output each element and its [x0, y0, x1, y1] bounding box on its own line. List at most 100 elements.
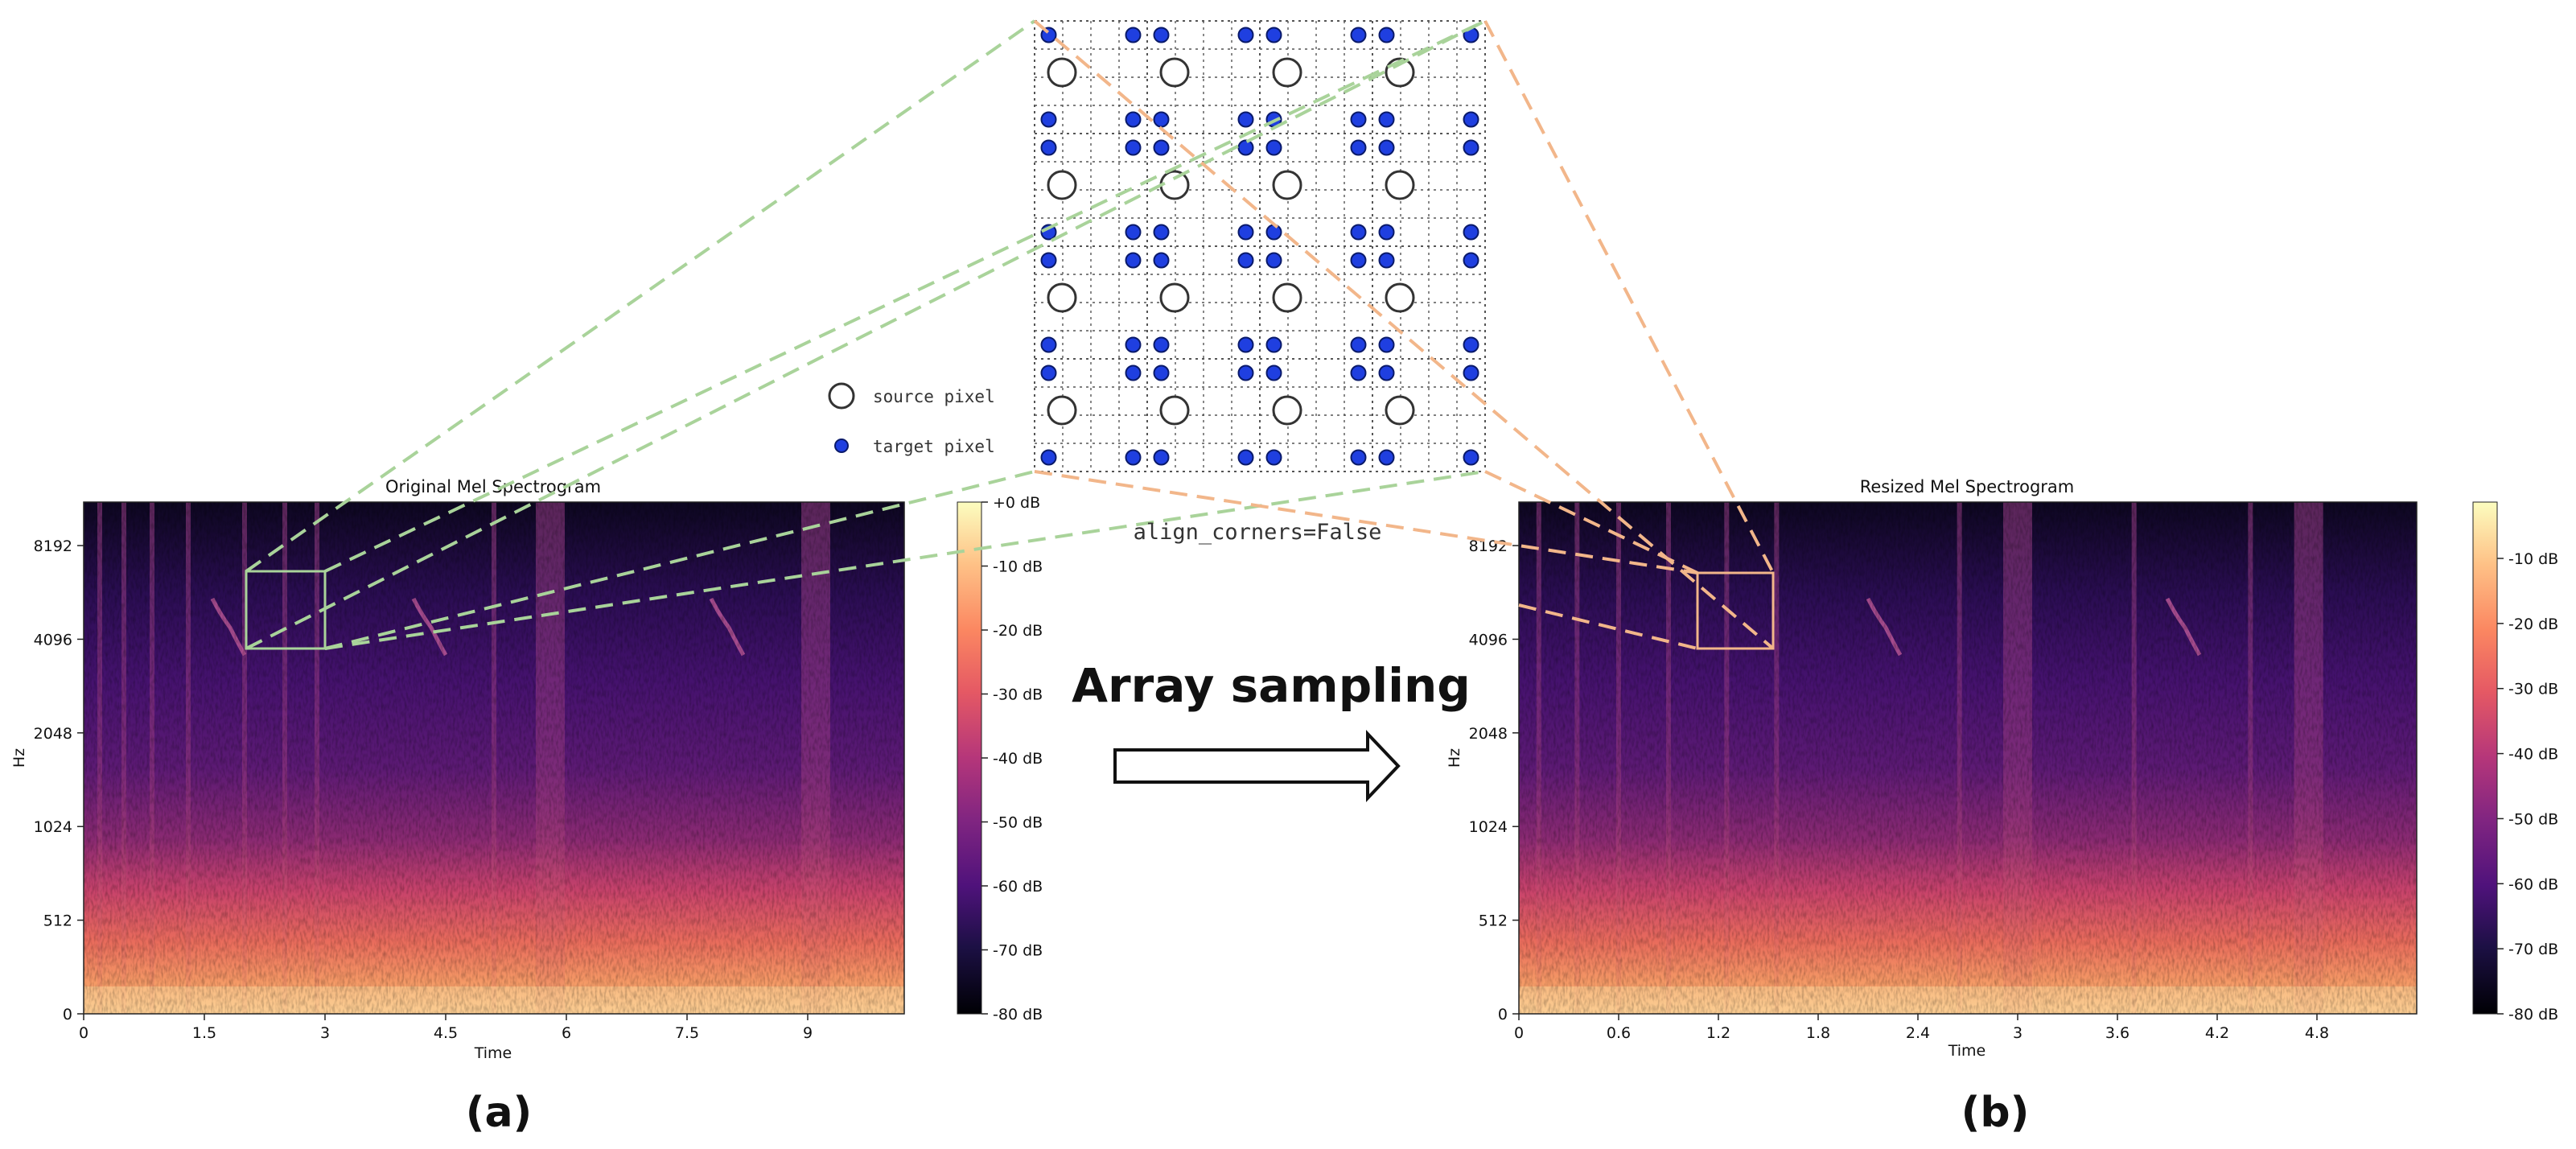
- target-pixel: [1265, 364, 1282, 381]
- target-pixel: [1125, 27, 1142, 43]
- panel-b-spectrogram: [1518, 501, 2418, 1015]
- panel-b-title: Resized Mel Spectrogram: [1860, 477, 2075, 496]
- colorbar-tick-label: -80 dB: [993, 1006, 1043, 1023]
- target-pixel: [1378, 336, 1395, 353]
- green-connector-2: [245, 19, 1486, 650]
- colorbar-tick-label: -30 dB: [993, 686, 1043, 704]
- target-pixel: [1040, 364, 1057, 381]
- target-pixel: [1350, 336, 1367, 353]
- green-connector-5: [324, 19, 1486, 573]
- legend-target-label: target pixel: [873, 437, 995, 456]
- y-tick-label: 1024: [1469, 818, 1508, 836]
- target-pixel: [1125, 336, 1142, 353]
- colorbar-tick-label: -20 dB: [2508, 616, 2558, 633]
- source-pixel: [1272, 57, 1302, 88]
- x-tick-label: 3.6: [2105, 1024, 2130, 1042]
- target-pixel: [1125, 252, 1142, 269]
- orange-connector-3: [1034, 470, 1698, 574]
- target-pixel: [1350, 252, 1367, 269]
- target-pixel: [1040, 111, 1057, 128]
- source-pixel: [1159, 170, 1190, 200]
- target-pixel: [1153, 252, 1170, 269]
- x-tick-label: 9: [803, 1024, 813, 1042]
- panel-a-texture: [84, 502, 904, 1014]
- colorbar-tick-label: -50 dB: [993, 814, 1043, 832]
- source-pixel: [1272, 282, 1302, 313]
- target-pixel: [1040, 139, 1057, 156]
- legend-source-marker: [828, 382, 855, 410]
- y-tick-label: 2048: [1469, 725, 1508, 743]
- target-pixel: [1378, 364, 1395, 381]
- legend-source-label: source pixel: [873, 387, 995, 406]
- x-tick-label: 1.5: [192, 1024, 216, 1042]
- x-tick-label: 0: [1514, 1024, 1524, 1042]
- panel-b-x-axis: 0 0.6 1.2 1.8 2.4 3 3.6 4.2 4.8: [1514, 1014, 2329, 1042]
- y-tick-label: 512: [43, 912, 72, 930]
- target-pixel: [1153, 364, 1170, 381]
- y-tick-label: 8192: [34, 537, 72, 555]
- target-pixel: [1040, 252, 1057, 269]
- target-pixel: [1378, 27, 1395, 43]
- target-pixel: [1463, 111, 1479, 128]
- sampling-grid-lines: [1034, 20, 1486, 472]
- target-pixel: [1237, 27, 1254, 43]
- target-pixel: [1265, 252, 1282, 269]
- y-tick-label: 2048: [34, 725, 72, 743]
- target-pixel: [1153, 27, 1170, 43]
- target-pixel: [1125, 139, 1142, 156]
- source-pixel: [1159, 57, 1190, 88]
- target-pixel: [1463, 336, 1479, 353]
- target-pixel: [1350, 449, 1367, 466]
- panel-a: Original Mel Spectrogram 0 1.5 3 4.5 6 7.5 9 0…: [10, 477, 1043, 1137]
- target-pixel: [1153, 111, 1170, 128]
- source-pixel: [1047, 170, 1077, 200]
- colorbar-tick-label: -50 dB: [2508, 810, 2558, 828]
- colorbar-tick-label: -40 dB: [2508, 746, 2558, 764]
- source-pixel: [1385, 395, 1415, 426]
- colorbar-tick-label: -60 dB: [2508, 875, 2558, 893]
- panel-b: Resized Mel Spectrogram 0 0.6 1.2 1.8 2.4 3 3.…: [1446, 477, 2558, 1137]
- orange-connector-4: [1484, 470, 1698, 574]
- source-pixel: [1159, 395, 1190, 426]
- panel-a-xlabel: Time: [474, 1044, 512, 1062]
- target-pixel: [1237, 252, 1254, 269]
- x-tick-label: 4.2: [2205, 1024, 2229, 1042]
- source-pixel: [1385, 282, 1415, 313]
- colorbar-tick-label: -80 dB: [2508, 1006, 2558, 1023]
- orange-connector-2: [1483, 20, 1775, 574]
- y-tick-label: 0: [63, 1006, 72, 1023]
- array-sampling-label: Array sampling: [1072, 658, 1471, 713]
- target-pixel: [1378, 449, 1395, 466]
- y-tick-label: 4096: [34, 631, 72, 649]
- colorbar-tick-label: -40 dB: [993, 750, 1043, 768]
- y-tick-label: 4096: [1469, 631, 1508, 649]
- grid-legend: source pixel target pixel: [828, 382, 995, 456]
- target-pixel: [1350, 224, 1367, 241]
- target-pixel: [1125, 224, 1142, 241]
- x-tick-label: 3: [2013, 1024, 2023, 1042]
- target-pixel: [1153, 336, 1170, 353]
- caption-b: (b): [1961, 1089, 2030, 1137]
- x-tick-label: 7.5: [675, 1024, 699, 1042]
- panel-b-colorbar-ticks: -10 dB -20 dB -30 dB -40 dB -50 dB -60 dB -70 …: [2497, 550, 2558, 1023]
- target-pixel: [1237, 364, 1254, 381]
- panel-b-colorbar-ramp: [2472, 501, 2498, 1015]
- panel-a-frame: [83, 501, 905, 1015]
- source-pixel: [1385, 170, 1415, 200]
- target-pixel: [1463, 252, 1479, 269]
- target-pixel: [1040, 449, 1057, 466]
- x-tick-label: 2.4: [1906, 1024, 1930, 1042]
- panel-b-ylabel: Hz: [1446, 748, 1463, 768]
- target-pixel: [1378, 139, 1395, 156]
- target-pixel: [1378, 111, 1395, 128]
- zoom-connectors-orange: [1033, 19, 1775, 650]
- x-tick-label: 6: [562, 1024, 571, 1042]
- target-pixel: [1237, 224, 1254, 241]
- panel-a-colorbar-ticks: +0 dB -10 dB -20 dB -30 dB -40 dB -50 dB -60 d…: [981, 494, 1043, 1023]
- target-pixel: [1378, 224, 1395, 241]
- target-pixel: [1463, 364, 1479, 381]
- target-pixel: [1125, 449, 1142, 466]
- x-tick-label: 1.2: [1706, 1024, 1730, 1042]
